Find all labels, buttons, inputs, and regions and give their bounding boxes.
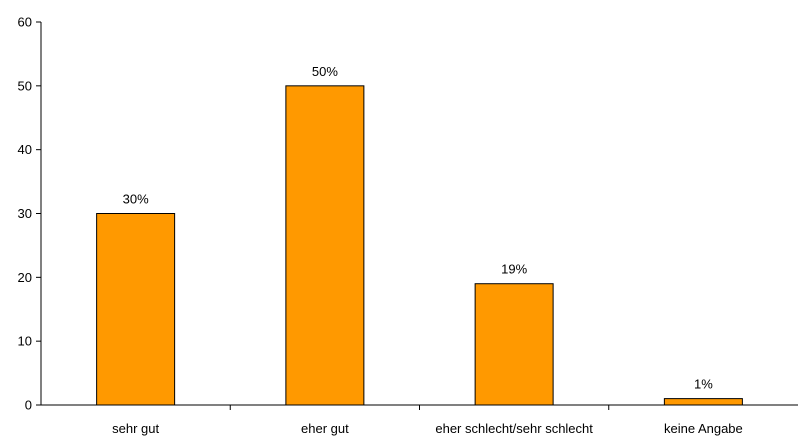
bar-4 — [663, 398, 743, 406]
category-label: eher schlecht/sehr schlecht — [435, 421, 593, 436]
y-tick-label: 40 — [18, 142, 32, 157]
data-label: 19% — [501, 262, 527, 277]
bar-3 — [474, 283, 554, 406]
y-tick-label: 20 — [18, 270, 32, 285]
bar-1 — [96, 213, 176, 406]
category-label: sehr gut — [112, 421, 159, 436]
y-tick-label: 60 — [18, 15, 32, 30]
y-tick-label: 0 — [25, 398, 32, 413]
bar-2 — [285, 85, 365, 406]
data-label: 1% — [694, 377, 713, 392]
y-tick-label: 30 — [18, 206, 32, 221]
data-label: 30% — [123, 192, 149, 207]
y-tick-label: 50 — [18, 78, 32, 93]
data-label: 50% — [312, 64, 338, 79]
category-label: eher gut — [301, 421, 349, 436]
category-label: keine Angabe — [664, 421, 743, 436]
y-tick-label: 10 — [18, 334, 32, 349]
